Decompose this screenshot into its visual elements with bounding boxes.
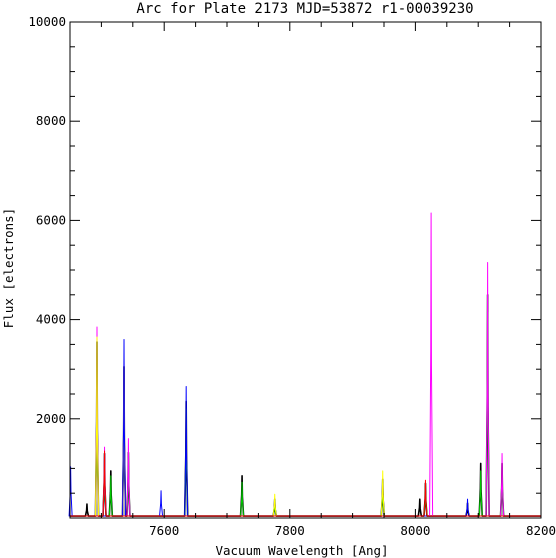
x-tick-label: 7800	[275, 523, 305, 538]
x-tick-label: 8000	[400, 523, 430, 538]
spectrum-series-line	[70, 311, 541, 517]
y-axis-label: Flux [electrons]	[1, 208, 16, 328]
spectrum-series-line	[70, 212, 541, 517]
x-tick-label: 7600	[149, 523, 179, 538]
spectrum-series-line	[68, 338, 541, 517]
spectrum-series-line	[70, 450, 541, 517]
spectrum-series-line	[70, 336, 541, 517]
x-axis-label: Vacuum Wavelength [Ang]	[215, 543, 388, 558]
plot-frame	[69, 21, 542, 519]
spectrum-series-line	[70, 294, 541, 517]
x-axis: 7600 7800 8000 8200	[69, 22, 556, 538]
y-tick-label: 6000	[36, 212, 66, 227]
y-tick-label: 2000	[36, 411, 66, 426]
series-layer	[68, 212, 541, 517]
y-tick-label: 4000	[36, 312, 66, 327]
x-tick-label: 8200	[526, 523, 556, 538]
y-tick-label: 8000	[36, 113, 66, 128]
y-axis: 2000 4000 6000 8000 10000	[28, 14, 541, 519]
y-tick-label: 10000	[28, 14, 66, 29]
chart-title: Arc for Plate 2173 MJD=53872 r1-00039230	[136, 1, 473, 17]
